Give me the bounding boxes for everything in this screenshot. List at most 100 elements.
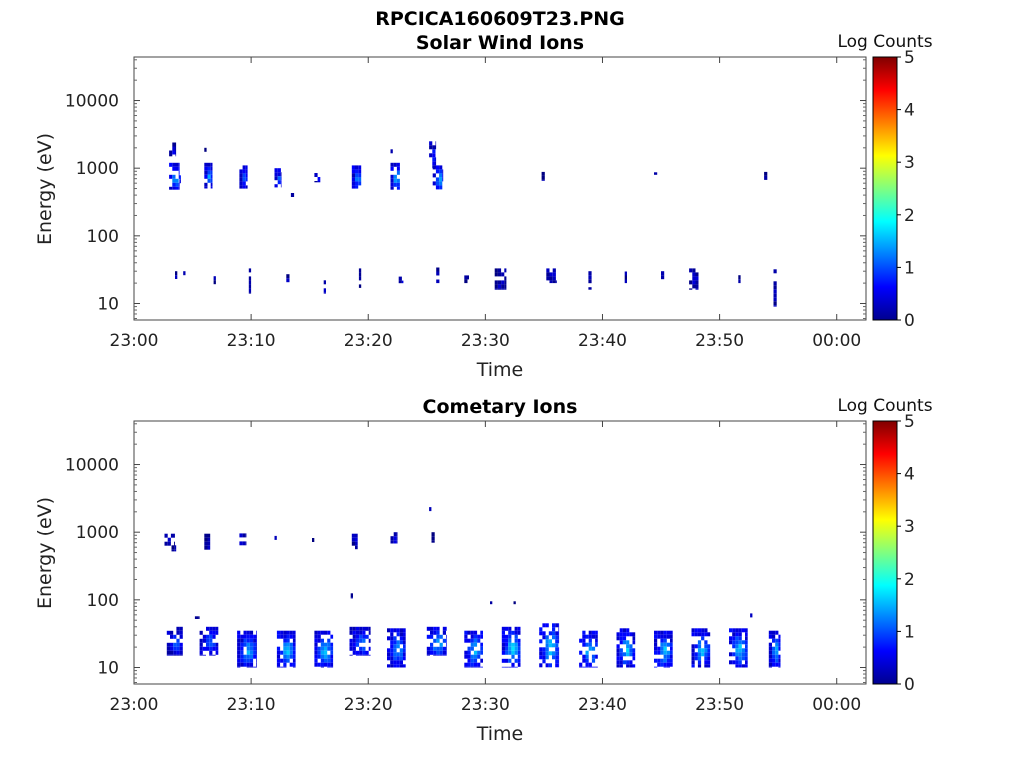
heatmap-bin xyxy=(362,654,366,656)
heatmap-bin xyxy=(249,646,254,651)
heatmap-bin xyxy=(248,268,252,273)
heatmap-bin xyxy=(745,652,748,657)
heatmap-bin xyxy=(242,165,246,170)
heatmap-bin xyxy=(280,658,284,663)
heatmap-bin xyxy=(431,532,435,537)
heatmap-bin xyxy=(286,654,290,659)
heatmap-bin xyxy=(175,154,177,157)
colorbar-tick-label: 3 xyxy=(904,153,915,173)
heatmap-bin xyxy=(657,650,661,655)
heatmap-bin xyxy=(403,656,406,661)
heatmap-bin xyxy=(626,660,630,665)
data-patch xyxy=(314,630,334,668)
heatmap-bin xyxy=(249,650,254,655)
heatmap-bin xyxy=(555,663,559,668)
heatmap-bin xyxy=(501,288,505,290)
heatmap-bin xyxy=(552,631,556,636)
heatmap-bin xyxy=(494,268,498,273)
x-tick-label: 00:00 xyxy=(812,331,861,351)
heatmap-bin xyxy=(362,646,366,651)
heatmap-bin xyxy=(199,650,203,655)
heatmap-bin xyxy=(213,276,216,281)
heatmap-bin xyxy=(494,288,498,290)
heatmap-bin xyxy=(289,646,293,651)
heatmap-bin xyxy=(202,654,206,656)
y-tick-label: 1000 xyxy=(76,159,119,179)
heatmap-bin xyxy=(446,634,447,639)
heatmap-bin xyxy=(663,650,667,655)
heatmap-bin xyxy=(358,284,362,288)
heatmap-bin xyxy=(772,634,776,639)
heatmap-bin xyxy=(778,638,781,643)
heatmap-bin xyxy=(442,177,444,182)
heatmap-bin xyxy=(497,288,502,290)
heatmap-bin xyxy=(239,185,243,189)
heatmap-bin xyxy=(175,142,177,147)
heatmap-bin xyxy=(442,173,444,178)
heatmap-bin xyxy=(579,662,583,667)
heatmap-bin xyxy=(670,654,673,659)
heatmap-bin xyxy=(775,630,779,635)
heatmap-bin xyxy=(248,284,252,289)
heatmap-bin xyxy=(626,644,630,649)
y-axis-label-cometary: Energy (eV) xyxy=(34,497,56,609)
heatmap-bin xyxy=(738,648,742,653)
heatmap-bin xyxy=(283,646,287,651)
heatmap-bin xyxy=(240,662,244,667)
heatmap-bin xyxy=(289,630,293,635)
heatmap-bin xyxy=(280,184,282,188)
heatmap-bin xyxy=(327,666,331,668)
heatmap-bin xyxy=(689,268,693,273)
heatmap-bin xyxy=(314,650,318,655)
heatmap-bin xyxy=(207,178,211,183)
heatmap-bin xyxy=(624,275,627,280)
heatmap-bin xyxy=(467,662,471,667)
heatmap-bin xyxy=(545,639,549,644)
heatmap-bin xyxy=(517,642,521,647)
heatmap-bin xyxy=(317,638,321,643)
heatmap-bin xyxy=(239,181,243,186)
heatmap-bin xyxy=(558,627,560,632)
heatmap-bin xyxy=(399,636,403,641)
heatmap-bin xyxy=(430,646,434,651)
heatmap-bin xyxy=(446,654,447,656)
heatmap-bin xyxy=(545,651,549,656)
colorbar-ticks-solar-wind: 0 1 2 3 4 5 xyxy=(897,48,915,331)
heatmap-bin xyxy=(320,654,324,659)
heatmap-bin xyxy=(289,642,293,647)
heatmap-bin xyxy=(396,664,400,668)
heatmap-bin xyxy=(277,176,281,181)
heatmap-bin xyxy=(539,631,543,636)
data-patch xyxy=(314,173,321,183)
colorbar-tick-label: 5 xyxy=(904,412,915,432)
heatmap-bin xyxy=(541,179,545,181)
heatmap-bin xyxy=(689,280,693,285)
data-patch xyxy=(764,171,768,180)
heatmap-bin xyxy=(697,640,702,645)
heatmap-bin xyxy=(390,178,394,183)
heatmap-bin xyxy=(355,638,360,643)
cometary-ions-panel: Cometary Ions Log Counts Time Energy (eV… xyxy=(34,396,933,745)
heatmap-bin xyxy=(692,272,696,277)
heatmap-bin xyxy=(164,541,168,546)
data-patch xyxy=(546,268,557,284)
heatmap-bin xyxy=(243,630,247,635)
heatmap-bin xyxy=(494,272,498,277)
heatmap-bin xyxy=(616,652,620,657)
heatmap-bin xyxy=(199,646,203,651)
heatmap-bin xyxy=(164,533,168,538)
heatmap-bin xyxy=(558,639,560,644)
heatmap-bin xyxy=(514,630,518,635)
heatmap-bin xyxy=(741,628,745,633)
data-patch xyxy=(464,630,483,668)
heatmap-bin xyxy=(352,638,356,643)
heatmap-bin xyxy=(355,541,358,546)
heatmap-bin xyxy=(327,658,331,663)
heatmap-bin xyxy=(390,644,394,649)
heatmap-bin xyxy=(626,632,630,637)
heatmap-bin xyxy=(429,153,433,158)
heatmap-bin xyxy=(396,644,400,649)
heatmap-bin xyxy=(439,185,443,190)
heatmap-bin xyxy=(430,642,434,647)
heatmap-bin xyxy=(670,630,673,635)
